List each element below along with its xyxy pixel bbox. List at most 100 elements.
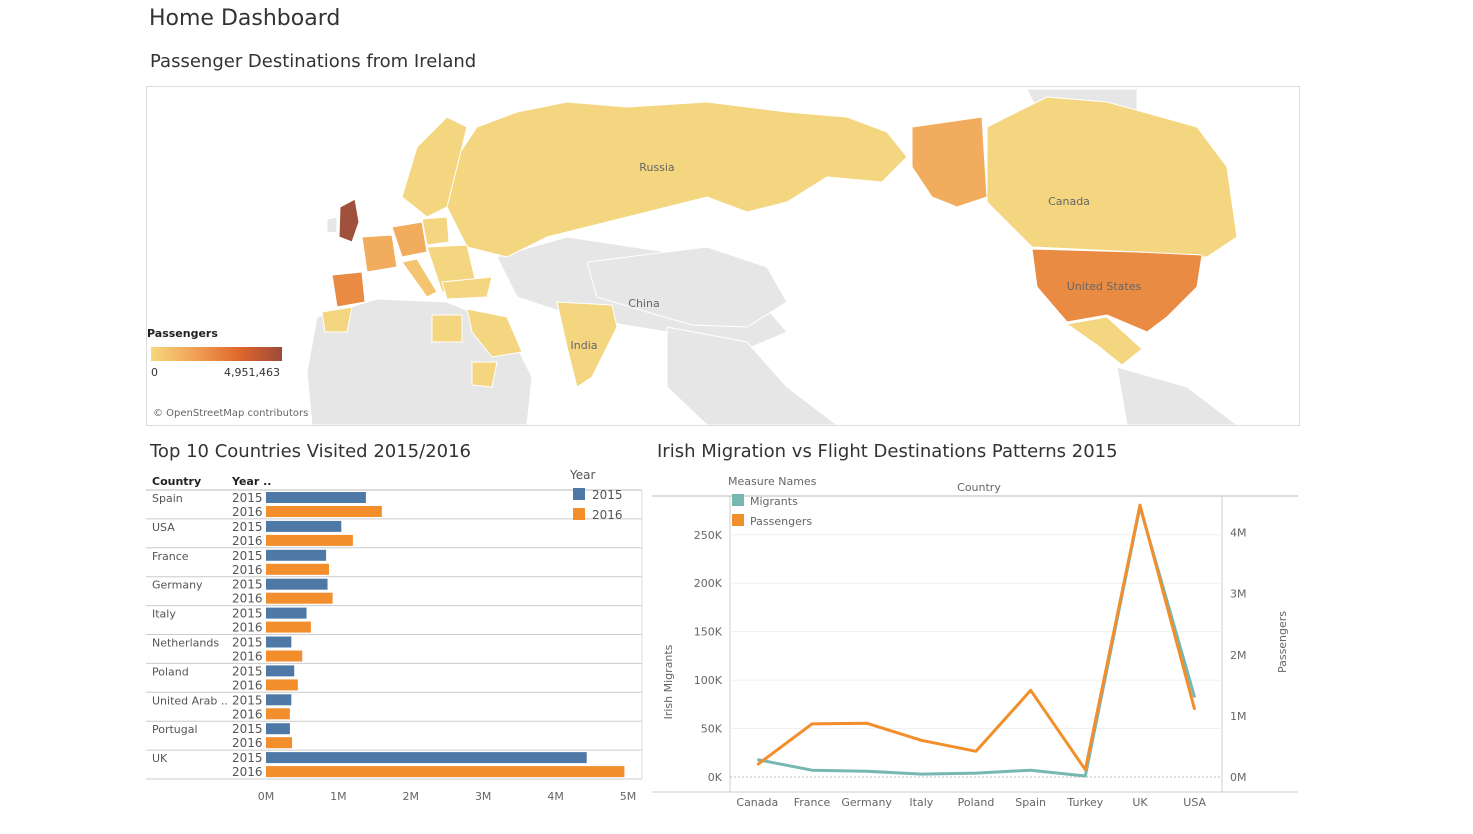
- uk-region: [338, 198, 360, 243]
- bar-x-tick: 5M: [620, 790, 637, 803]
- bar-legend-title: Year: [569, 468, 595, 482]
- spain-region: [331, 271, 366, 308]
- bar-country-label: United Arab ..: [152, 694, 228, 707]
- bar-year-label: 2015: [232, 751, 263, 765]
- line-x-tick: Italy: [909, 796, 933, 809]
- bar-country-label: Netherlands: [152, 637, 219, 650]
- bar-country-label: France: [152, 550, 189, 563]
- italy-region: [401, 258, 438, 298]
- bar-2016[interactable]: [266, 679, 298, 691]
- line-legend-swatch-passengers[interactable]: [732, 514, 744, 526]
- line-right-tick: 4M: [1230, 527, 1247, 540]
- bar-year-label: 2016: [232, 678, 263, 692]
- bar-2015[interactable]: [266, 694, 292, 706]
- bar-2015[interactable]: [266, 665, 295, 677]
- line-left-tick: 100K: [694, 674, 723, 687]
- bar-2015[interactable]: [266, 492, 366, 503]
- bar-year-label: 2016: [232, 621, 263, 635]
- line-right-tick: 3M: [1230, 588, 1247, 601]
- dashboard-title: Home Dashboard: [149, 6, 341, 31]
- map-title: Passenger Destinations from Ireland: [150, 51, 477, 72]
- bar-2015[interactable]: [266, 752, 587, 764]
- bar-year-label: 2015: [232, 578, 263, 592]
- line-legend-label-migrants: Migrants: [750, 495, 798, 508]
- latin-america-region: [1116, 366, 1239, 426]
- line-left-tick: 150K: [694, 626, 723, 639]
- bar-year-label: 2016: [232, 563, 263, 577]
- bar-country-label: Poland: [152, 665, 189, 678]
- line-legend-swatch-migrants[interactable]: [732, 494, 744, 506]
- bar-country-label: UK: [152, 752, 168, 765]
- bar-country-label: USA: [152, 521, 175, 534]
- bar-year-label: 2015: [232, 520, 263, 534]
- map-legend-max: 4,951,463: [224, 366, 280, 379]
- bar-2016[interactable]: [266, 766, 625, 778]
- bar-header-country: Country: [152, 475, 201, 488]
- bar-legend-swatch-2016[interactable]: [573, 508, 585, 520]
- bar-2016[interactable]: [266, 563, 329, 575]
- bar-country-label: Germany: [152, 579, 203, 592]
- map-legend-title: Passengers: [147, 327, 218, 340]
- egypt-region: [431, 314, 463, 343]
- line-x-tick: France: [794, 796, 831, 809]
- bar-2016[interactable]: [266, 650, 303, 662]
- bar-country-label: Portugal: [152, 723, 198, 736]
- bar-year-label: 2016: [232, 592, 263, 606]
- bar-country-label: Italy: [152, 608, 176, 621]
- bar-year-label: 2016: [232, 650, 263, 664]
- bar-year-label: 2016: [232, 736, 263, 750]
- india-region: [556, 301, 618, 388]
- bar-2016[interactable]: [266, 708, 290, 720]
- bar-year-label: 2015: [232, 693, 263, 707]
- canada-region: [986, 96, 1238, 258]
- mexico-region: [1065, 316, 1143, 366]
- bar-legend-label-2016: 2016: [592, 508, 623, 522]
- germany-region: [391, 221, 428, 258]
- passenger-map[interactable]: Russia China India Canada United States …: [146, 86, 1300, 426]
- line-series-passengers[interactable]: [756, 503, 1197, 772]
- bar-x-tick: 0M: [258, 790, 275, 803]
- bar-year-label: 2016: [232, 505, 263, 519]
- ireland-region: [326, 216, 338, 234]
- line-x-tick: Germany: [841, 796, 892, 809]
- line-x-tick: Turkey: [1066, 796, 1103, 809]
- line-legend-label-passengers: Passengers: [750, 515, 812, 528]
- poland-region: [421, 216, 450, 246]
- map-svg: Russia China India Canada United States: [306, 87, 1299, 426]
- map-attribution[interactable]: © OpenStreetMap contributors: [153, 408, 309, 419]
- bar-2016[interactable]: [266, 737, 293, 749]
- line-legend-title: Measure Names: [728, 475, 817, 488]
- line-left-tick: 0K: [708, 771, 723, 784]
- bar-2016[interactable]: [266, 621, 311, 633]
- turkey-region: [441, 276, 493, 300]
- arabia-region: [466, 308, 523, 358]
- bar-2015[interactable]: [266, 636, 292, 648]
- alaska-region: [911, 116, 988, 208]
- bar-2016[interactable]: [266, 592, 333, 604]
- line-x-tick: Poland: [958, 796, 995, 809]
- line-right-tick: 1M: [1230, 710, 1247, 723]
- morocco-region: [321, 306, 353, 333]
- bar-year-label: 2015: [232, 636, 263, 650]
- bar-2015[interactable]: [266, 549, 327, 561]
- scandinavia-region: [401, 116, 468, 218]
- line-chart[interactable]: Country 0K 50K 100K 150K 200K 250K 0M 1M 2M 3M 4M Ir…: [652, 466, 1302, 812]
- line-left-tick: 200K: [694, 577, 723, 590]
- line-chart-title: Irish Migration vs Flight Destinations P…: [657, 441, 1118, 462]
- line-series-migrants[interactable]: [757, 505, 1197, 778]
- line-x-tick: Spain: [1015, 796, 1046, 809]
- bar-2015[interactable]: [266, 723, 290, 735]
- bar-year-label: 2015: [232, 722, 263, 736]
- bar-2015[interactable]: [266, 520, 342, 532]
- usa-region: [1031, 248, 1203, 333]
- line-right-axis-title: Passengers: [1276, 611, 1289, 673]
- bar-2016[interactable]: [266, 506, 382, 517]
- line-left-axis-title: Irish Migrants: [662, 644, 675, 719]
- bar-legend-swatch-2015[interactable]: [573, 488, 585, 500]
- bar-2016[interactable]: [266, 534, 353, 546]
- france-region: [361, 234, 398, 273]
- bar-2015[interactable]: [266, 607, 307, 619]
- bar-2015[interactable]: [266, 578, 328, 590]
- line-left-tick: 250K: [694, 529, 723, 542]
